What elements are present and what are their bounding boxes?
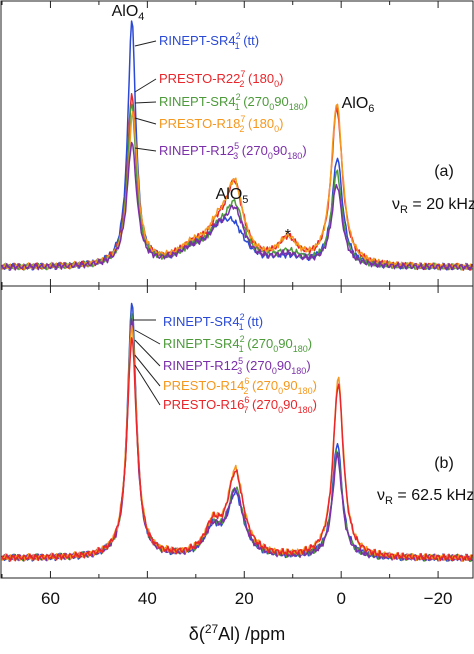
panel-label-a: (a)	[434, 163, 454, 180]
series-label-b-4: PRESTO-R166 7 (270090180)	[163, 395, 317, 415]
series-label-a-1: PRESTO-R227 2 (1800)	[159, 69, 283, 89]
frame-border	[0, 0, 474, 579]
panel-b: RINEPT-SR42 1 (tt)RINEPT-SR42 1 (270090180…	[1, 302, 474, 563]
series-label-b-0: RINEPT-SR42 1 (tt)	[163, 312, 263, 332]
series-label-b-3: PRESTO-R146 2 (270090180)	[163, 376, 317, 396]
series-line-b-2	[1, 318, 473, 562]
panel-a: RINEPT-SR42 1 (tt) PRESTO-R227 2 (1800) RINE…	[1, 3, 474, 271]
series-label-a-4: RINEPT-R125 3 (270090180)	[159, 141, 307, 161]
leader-line-a-2	[134, 101, 157, 104]
leader-line-b-4	[134, 364, 161, 406]
leader-line-a-4	[134, 147, 157, 152]
peak-label-alo5: AlO5	[216, 186, 249, 206]
x-tick-label: 20	[235, 589, 254, 608]
series-label-b-2: RINEPT-R125 3 (270090180)	[163, 356, 311, 376]
leader-line-b-3	[134, 354, 161, 387]
series-label-a-0: RINEPT-SR42 1 (tt)	[159, 31, 259, 51]
x-axis: 60 40 20 0 −20	[1, 1, 453, 608]
series-label-a-2: RINEPT-SR42 1 (270090180)	[159, 92, 308, 112]
spin-rate-b: νR = 62.5 kHz	[377, 487, 474, 507]
series-line-a-4	[1, 141, 473, 271]
x-tick-label: 0	[336, 589, 345, 608]
panel-label-b: (b)	[434, 455, 454, 472]
x-tick-label: −20	[424, 589, 453, 608]
leader-line-b-1	[134, 329, 161, 345]
peak-label-alo4: AlO4	[112, 3, 145, 23]
x-tick-label: 40	[138, 589, 157, 608]
plot-frame	[0, 0, 474, 579]
leader-line-a-1	[134, 78, 157, 93]
x-axis-label: δ(27Al) /ppm	[189, 622, 285, 644]
series-line-b-4	[1, 337, 473, 562]
leader-line-a-0	[134, 40, 157, 47]
annotation-asterisk: *	[285, 227, 291, 244]
x-tick-label: 60	[41, 589, 60, 608]
leader-line-b-2	[134, 339, 161, 367]
series-label-b-1: RINEPT-SR42 1 (270090180)	[163, 334, 312, 354]
spin-rate-a: νR = 20 kHz	[392, 196, 474, 216]
peak-label-alo6: AlO6	[342, 95, 375, 115]
series-label-a-3: PRESTO-R187 2 (1800)	[159, 114, 283, 134]
leader-line-a-3	[134, 117, 157, 125]
